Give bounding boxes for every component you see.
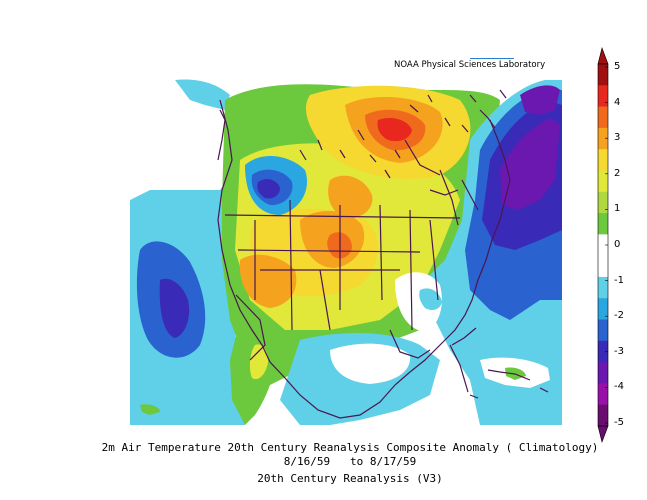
colorbar-segment (598, 64, 608, 86)
colorbar-segment (598, 85, 608, 108)
colorbar-tick-label: 3 (614, 132, 621, 144)
credit-underline (470, 58, 514, 59)
colorbar-tick-label: -4 (614, 381, 624, 393)
colorbar-segment (598, 383, 608, 406)
colorbar-segment (598, 191, 608, 214)
colorbar-segment (598, 149, 608, 171)
colorbar-segment (598, 298, 608, 321)
colorbar-segment (598, 404, 608, 427)
colorbar-tick-label: 2 (614, 167, 621, 179)
colorbar-segment (598, 340, 608, 363)
caption-dataset: 20th Century Reanalysis (V3) (257, 472, 443, 485)
colorbar-segment (598, 170, 608, 193)
caption-title: 2m Air Temperature 20th Century Reanalys… (101, 441, 599, 454)
colorbar-tick-label: -3 (614, 345, 624, 357)
colorbar-tick-label: 0 (614, 239, 621, 250)
coastlines-and-borders (217, 89, 549, 419)
credit-label: NOAA Physical Sciences Laboratory (394, 60, 546, 70)
colorbar-tick-label: -5 (614, 417, 624, 428)
colorbar-tick-label: 1 (614, 203, 621, 215)
colorbar-segment (598, 213, 608, 235)
colorbar-segment (598, 362, 608, 384)
colorbar-segment (598, 319, 608, 342)
colorbar-segment (598, 106, 608, 129)
colorbar (597, 46, 609, 444)
colorbar-segment (598, 127, 608, 150)
colorbar-segment (598, 255, 608, 278)
colorbar-tick-label: 4 (614, 96, 621, 108)
colorbar-tick-label: 5 (614, 61, 621, 72)
colorbar-segment (598, 276, 608, 299)
caption-dates: 8/16/59 to 8/17/59 (283, 455, 417, 468)
colorbar-tick-label: -1 (614, 274, 624, 286)
colorbar-tick-label: -2 (614, 310, 624, 322)
colorbar-segment (598, 234, 608, 257)
